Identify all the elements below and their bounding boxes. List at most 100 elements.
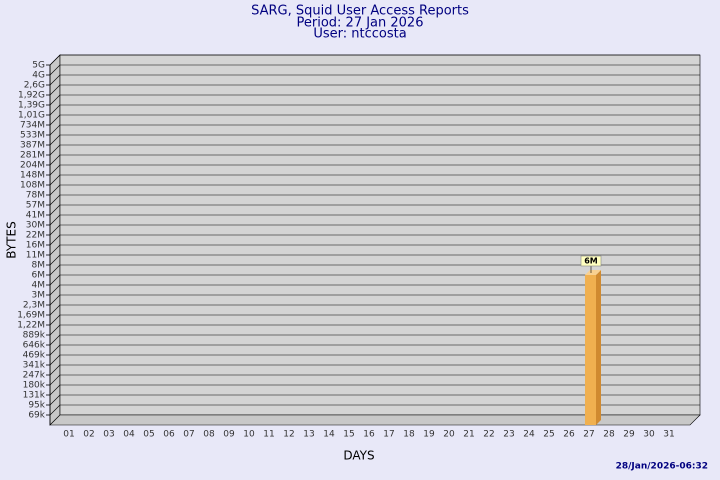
y-tick-label: 8M [32,261,46,271]
y-tick-label: 204M [20,161,45,171]
x-tick-label: 31 [663,430,674,440]
x-tick-label: 03 [103,430,114,440]
x-tick-label: 15 [343,430,354,440]
y-axis-label: BYTES [5,221,19,258]
x-tick-label: 09 [223,430,235,440]
y-tick-label: 646k [23,341,46,351]
grid-diagonal [49,324,61,336]
x-tick-label: 23 [503,430,514,440]
x-tick-label: 17 [383,430,394,440]
grid-diagonal [49,84,61,96]
grid-diagonal [49,374,61,386]
grid-diagonal [49,394,61,406]
x-tick-label: 02 [83,430,94,440]
grid-diagonal [49,134,61,146]
x-tick-label: 07 [183,430,194,440]
y-tick-label: 469k [23,351,46,361]
grid-diagonal [49,144,61,156]
x-tick-label: 29 [623,430,635,440]
x-tick-label: 27 [583,430,594,440]
x-tick-label: 21 [463,430,474,440]
y-tick-label: 341k [23,361,46,371]
y-tick-label: 30M [26,221,45,231]
grid-diagonal [49,114,61,126]
y-tick-label: 1,69M [17,311,45,321]
x-tick-label: 20 [443,430,455,440]
y-tick-label: 41M [26,211,45,221]
y-tick-label: 1,39G [18,101,45,111]
y-tick-label: 78M [26,191,45,201]
y-tick-label: 2,3M [23,301,45,311]
y-tick-label: 69k [28,411,45,421]
x-tick-label: 10 [243,430,255,440]
y-tick-label: 180k [23,381,46,391]
y-tick-label: 387M [20,141,45,151]
x-tick-label: 08 [203,430,215,440]
grid-diagonal [49,54,61,66]
y-tick-label: 2,6G [24,81,45,91]
grid-diagonal [49,234,61,246]
y-tick-label: 57M [26,201,45,211]
y-tick-label: 5G [32,61,45,71]
grid-diagonal [49,164,61,176]
grid-diagonal [49,104,61,116]
floor [49,414,701,426]
grid-diagonal [49,354,61,366]
x-tick-label: 26 [563,430,575,440]
x-tick-label: 30 [643,430,655,440]
grid-diagonal [49,74,61,86]
grid-diagonal [49,244,61,256]
bar-side [596,270,601,425]
grid-diagonal [49,154,61,166]
y-tick-label: 533M [20,131,45,141]
grid-diagonal [49,254,61,266]
x-tick-label: 01 [63,430,74,440]
grid-diagonal [49,364,61,376]
grid-diagonal [49,194,61,206]
x-tick-label: 13 [303,430,314,440]
period: Period: 27 Jan 2026 [297,16,424,31]
x-tick-label: 28 [603,430,615,440]
x-tick-label: 04 [123,430,135,440]
y-tick-label: 11M [26,251,45,261]
grid-diagonal [49,304,61,316]
y-tick-label: 6M [32,271,46,281]
grid-diagonal [49,224,61,236]
x-tick-label: 22 [483,430,494,440]
y-tick-label: 4M [32,281,46,291]
grid-diagonal [49,94,61,106]
timestamp: 28/Jan/2026-06:32 [616,462,708,472]
grid-diagonal [49,334,61,346]
x-tick-label: 24 [523,430,535,440]
y-tick-label: 1,92G [18,91,45,101]
y-tick-label: 247k [23,371,46,381]
x-axis-label: DAYS [343,449,374,463]
x-tick-label: 18 [403,430,415,440]
x-tick-label: 19 [423,430,435,440]
grid-diagonal [49,124,61,136]
y-tick-label: 131k [23,391,46,401]
y-tick-label: 281M [20,151,45,161]
grid-diagonal [49,264,61,276]
y-tick-label: 734M [20,121,45,131]
y-tick-label: 4G [32,71,45,81]
chart-title: SARG, Squid User Access Reports [251,4,469,19]
grid-diagonal [49,64,61,76]
y-tick-label: 148M [20,171,45,181]
grid-diagonal [49,294,61,306]
grid-diagonal [49,174,61,186]
user: User: ntccosta [313,27,406,42]
grid-diagonal [49,284,61,296]
x-tick-label: 05 [143,430,154,440]
y-tick-label: 889k [23,331,46,341]
value-label: 6M [584,257,598,266]
y-tick-label: 1,22M [17,321,45,331]
grid-diagonal [49,314,61,326]
x-tick-label: 11 [263,430,274,440]
grid-diagonal [49,204,61,216]
y-tick-label: 16M [26,241,45,251]
grid-diagonal [49,184,61,196]
y-tick-label: 108M [20,181,45,191]
